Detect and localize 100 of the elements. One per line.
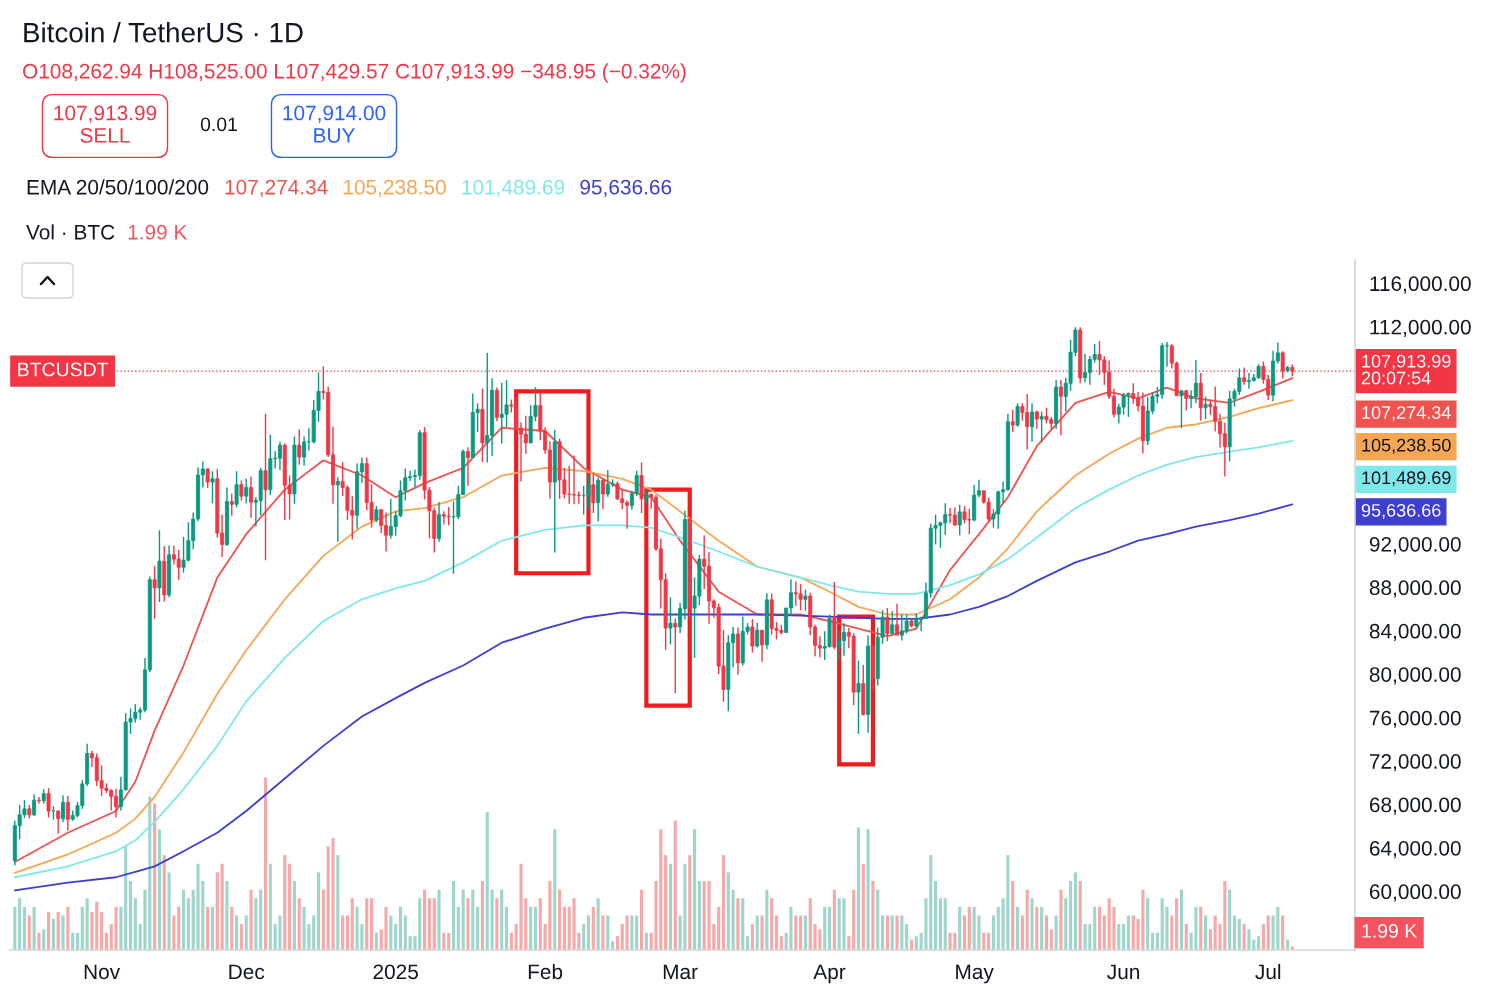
bar xyxy=(548,881,552,950)
candlestick xyxy=(591,472,596,514)
candlestick xyxy=(302,435,307,467)
candlestick xyxy=(1131,382,1136,405)
bar xyxy=(962,915,967,950)
bar xyxy=(813,924,817,950)
candlestick xyxy=(750,618,755,654)
bar xyxy=(403,915,407,950)
bar xyxy=(239,924,243,950)
bar xyxy=(1040,906,1044,950)
bar xyxy=(220,863,224,950)
bar xyxy=(799,915,803,950)
candlestick xyxy=(755,621,760,649)
candlestick xyxy=(379,508,384,534)
bar xyxy=(668,863,673,950)
candlestick xyxy=(1242,366,1247,386)
candlestick xyxy=(639,461,644,514)
bar xyxy=(750,924,754,950)
bar xyxy=(866,829,870,950)
bar xyxy=(803,915,807,950)
bar xyxy=(1030,898,1034,950)
candlestick xyxy=(465,446,470,487)
bar xyxy=(572,898,576,950)
candlestick xyxy=(600,478,605,510)
bar xyxy=(451,881,456,950)
text: 107,914.00 BUY xyxy=(283,105,386,143)
bar xyxy=(958,906,962,950)
bar xyxy=(490,889,494,950)
bar xyxy=(697,881,701,950)
bar xyxy=(162,855,166,950)
bar xyxy=(114,906,118,950)
bar xyxy=(755,915,759,950)
candlestick xyxy=(1193,359,1198,405)
bar xyxy=(1203,915,1208,950)
candlestick xyxy=(523,415,528,455)
bar xyxy=(885,915,889,950)
bar xyxy=(119,906,123,950)
candlestick xyxy=(229,492,234,517)
bar xyxy=(42,929,46,950)
candlestick xyxy=(1034,409,1039,430)
bar xyxy=(1117,924,1121,950)
y-tick-label: 112,000.00 xyxy=(1370,319,1471,337)
bar xyxy=(938,898,942,950)
bar xyxy=(1011,881,1015,950)
bar xyxy=(172,915,176,950)
bar xyxy=(586,915,591,950)
bar xyxy=(774,915,779,950)
bar xyxy=(1097,906,1102,950)
bar xyxy=(153,803,157,950)
bar xyxy=(1247,929,1251,950)
bar xyxy=(1054,915,1058,950)
bar xyxy=(476,906,480,950)
text: Vol · BTC xyxy=(26,224,115,240)
text: 95,636.66 xyxy=(580,179,672,198)
candlestick xyxy=(1030,402,1034,443)
bar xyxy=(876,889,880,950)
candlestick xyxy=(885,607,890,642)
bar xyxy=(206,906,210,950)
bar xyxy=(398,906,403,950)
bar xyxy=(746,936,750,950)
bar xyxy=(1073,872,1077,950)
bar xyxy=(721,855,726,950)
bar xyxy=(934,881,938,950)
bar xyxy=(210,906,215,950)
bar xyxy=(456,906,460,950)
candlestick xyxy=(895,602,900,636)
bar xyxy=(384,906,388,950)
bar xyxy=(914,936,918,950)
bar xyxy=(881,915,885,950)
x-tick-label: Mar xyxy=(663,964,698,980)
bar xyxy=(186,898,190,950)
bar xyxy=(66,906,70,950)
bar xyxy=(625,915,629,950)
bar xyxy=(22,906,27,950)
candlestick xyxy=(65,795,70,832)
candlestick xyxy=(586,474,591,510)
bar xyxy=(292,881,296,950)
bar xyxy=(533,906,538,950)
bar xyxy=(350,898,354,950)
bar xyxy=(688,855,692,950)
candlestick xyxy=(263,412,268,561)
bar xyxy=(254,898,258,950)
bar xyxy=(741,898,745,950)
bar xyxy=(553,829,557,950)
bar xyxy=(996,906,1000,950)
candlestick xyxy=(1222,422,1227,478)
candlestick xyxy=(61,794,66,823)
bar xyxy=(717,906,721,950)
bar xyxy=(432,898,436,950)
text: 1.99 K xyxy=(128,224,188,240)
bar xyxy=(601,915,605,950)
bar xyxy=(664,855,668,950)
bar xyxy=(302,906,306,950)
bar xyxy=(606,915,610,950)
bar xyxy=(355,906,359,950)
candlestick xyxy=(335,476,340,543)
y-tick-label: 72,000.00 xyxy=(1369,754,1461,772)
bar xyxy=(852,889,856,950)
bar xyxy=(1093,906,1097,950)
bar xyxy=(948,932,952,950)
